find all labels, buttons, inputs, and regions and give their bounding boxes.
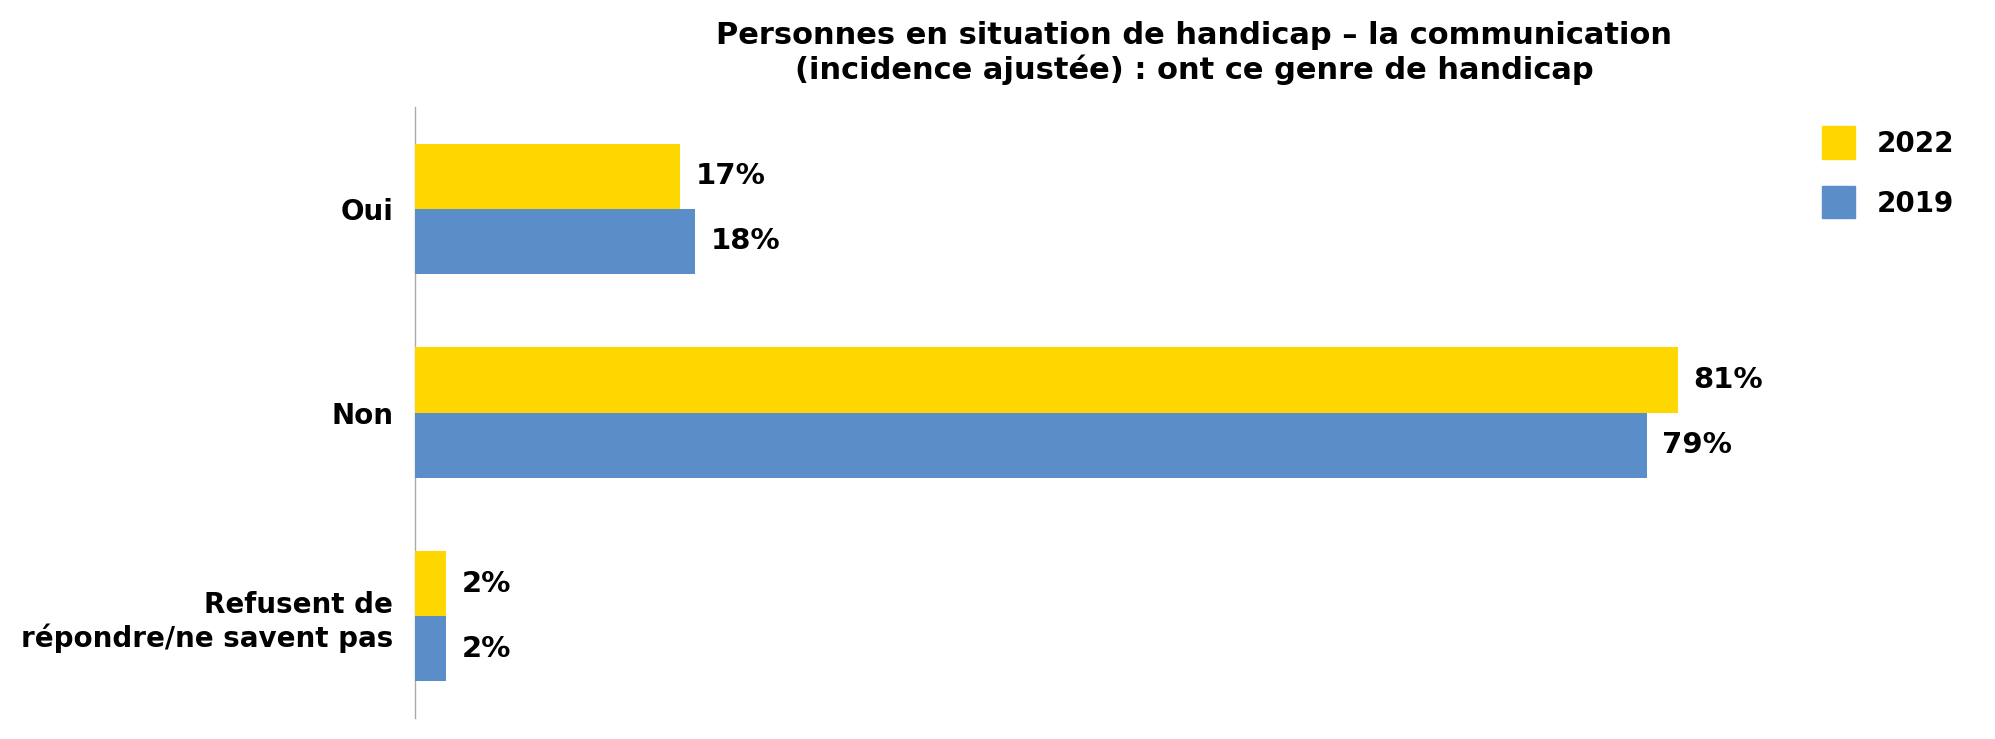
Text: 2%: 2% <box>461 570 511 598</box>
Bar <box>415 412 1646 478</box>
Text: 79%: 79% <box>1662 431 1732 459</box>
Text: 2%: 2% <box>461 635 511 663</box>
Title: Personnes en situation de handicap – la communication
(incidence ajustée) : ont : Personnes en situation de handicap – la … <box>716 21 1672 85</box>
Legend: 2022, 2019: 2022, 2019 <box>1811 115 1965 230</box>
Text: 81%: 81% <box>1694 366 1764 394</box>
Bar <box>415 347 1678 412</box>
Bar <box>415 616 445 681</box>
Bar <box>415 551 445 616</box>
Bar <box>415 143 680 209</box>
Text: 17%: 17% <box>696 163 766 190</box>
Bar <box>415 209 696 274</box>
Text: 18%: 18% <box>710 228 780 256</box>
